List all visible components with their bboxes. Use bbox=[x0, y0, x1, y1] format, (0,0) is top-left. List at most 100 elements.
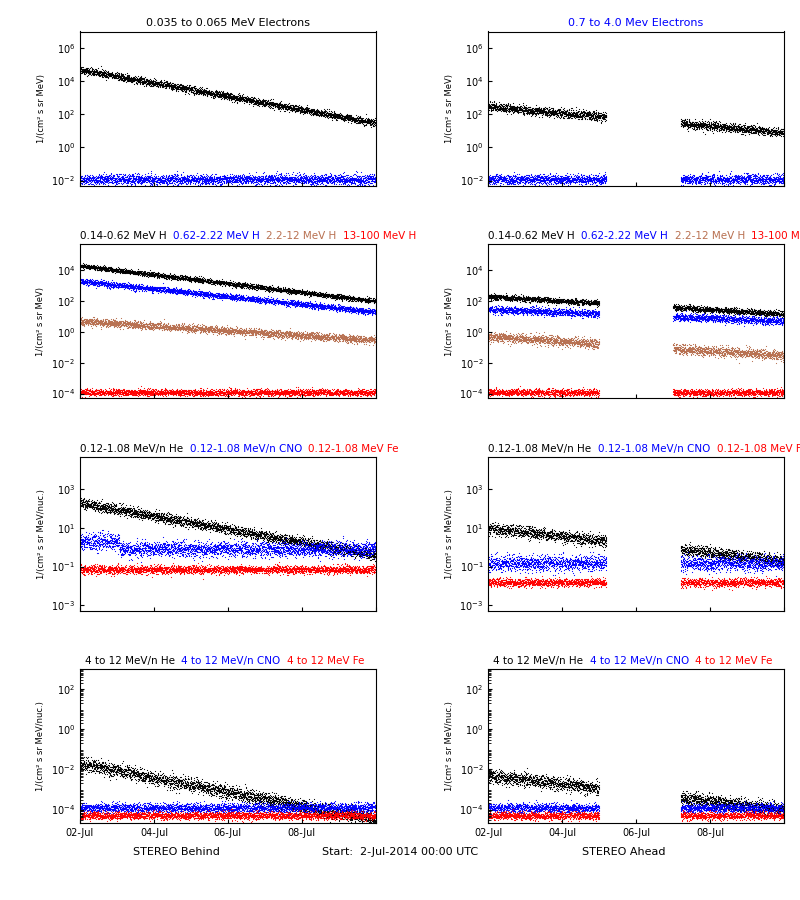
Point bbox=[198, 518, 211, 533]
Point bbox=[361, 535, 374, 549]
Point bbox=[282, 536, 294, 551]
Point bbox=[761, 127, 774, 141]
Point bbox=[730, 303, 742, 318]
Point bbox=[112, 564, 125, 579]
Point bbox=[530, 777, 543, 791]
Point bbox=[109, 276, 122, 291]
Point bbox=[232, 291, 245, 305]
Point bbox=[91, 171, 104, 185]
Point bbox=[214, 168, 226, 183]
Point bbox=[537, 801, 550, 815]
Point bbox=[532, 305, 545, 320]
Point bbox=[713, 171, 726, 185]
Point bbox=[714, 804, 726, 818]
Point bbox=[759, 124, 772, 139]
Point bbox=[488, 572, 501, 587]
Point bbox=[171, 563, 184, 578]
Point bbox=[668, 341, 681, 356]
Point bbox=[526, 304, 538, 319]
Point bbox=[677, 116, 690, 130]
Point bbox=[287, 296, 300, 310]
Point bbox=[146, 267, 159, 282]
Point bbox=[701, 793, 714, 807]
Point bbox=[189, 776, 202, 790]
Point bbox=[110, 558, 123, 572]
Point bbox=[248, 94, 261, 109]
Point bbox=[88, 385, 101, 400]
Point bbox=[349, 385, 362, 400]
Point bbox=[542, 773, 554, 788]
Point bbox=[91, 171, 104, 185]
Point bbox=[722, 801, 734, 815]
Point bbox=[348, 809, 361, 824]
Point bbox=[86, 561, 99, 575]
Point bbox=[149, 266, 162, 281]
Point bbox=[155, 771, 168, 786]
Point bbox=[146, 320, 158, 335]
Point bbox=[360, 335, 373, 349]
Point bbox=[491, 519, 504, 534]
Point bbox=[344, 806, 357, 820]
Point bbox=[572, 529, 585, 544]
Point bbox=[225, 286, 238, 301]
Point bbox=[219, 323, 232, 338]
Point bbox=[87, 67, 100, 81]
Point bbox=[489, 553, 502, 567]
Point bbox=[514, 304, 526, 319]
Point bbox=[180, 774, 193, 788]
Point bbox=[754, 123, 766, 138]
Point bbox=[142, 267, 155, 282]
Point bbox=[578, 332, 590, 347]
Point bbox=[772, 559, 785, 573]
Point bbox=[130, 797, 143, 812]
Point bbox=[590, 809, 603, 824]
Point bbox=[768, 314, 781, 328]
Point bbox=[154, 267, 167, 282]
Point bbox=[498, 168, 510, 183]
Point bbox=[222, 288, 235, 302]
Point bbox=[725, 171, 738, 185]
Point bbox=[557, 176, 570, 190]
Point bbox=[225, 325, 238, 339]
Point bbox=[561, 108, 574, 122]
Point bbox=[176, 173, 189, 187]
Point bbox=[100, 502, 113, 517]
Point bbox=[229, 790, 242, 805]
Point bbox=[690, 559, 702, 573]
Point bbox=[316, 302, 329, 316]
Point bbox=[582, 388, 595, 402]
Point bbox=[496, 553, 509, 567]
Point bbox=[235, 522, 248, 536]
Point bbox=[322, 544, 335, 558]
Point bbox=[527, 292, 540, 306]
Point bbox=[366, 293, 378, 308]
Point bbox=[558, 557, 570, 572]
Point bbox=[273, 549, 286, 563]
Point bbox=[295, 797, 308, 812]
Point bbox=[167, 271, 180, 285]
Point bbox=[113, 805, 126, 819]
Point bbox=[174, 776, 187, 790]
Point bbox=[740, 794, 753, 808]
Point bbox=[754, 551, 766, 565]
Point bbox=[182, 175, 194, 189]
Point bbox=[167, 547, 180, 562]
Point bbox=[522, 384, 535, 399]
Point bbox=[175, 804, 188, 818]
Point bbox=[598, 176, 611, 190]
Point bbox=[228, 788, 241, 802]
Point bbox=[742, 554, 755, 568]
Point bbox=[518, 292, 531, 306]
Point bbox=[270, 804, 283, 818]
Point bbox=[564, 106, 577, 121]
Point bbox=[204, 565, 217, 580]
Point bbox=[206, 802, 219, 816]
Point bbox=[775, 346, 788, 361]
Point bbox=[341, 336, 354, 350]
Point bbox=[312, 172, 325, 186]
Point bbox=[150, 267, 163, 282]
Point bbox=[166, 82, 178, 96]
Point bbox=[228, 278, 241, 293]
Point bbox=[698, 803, 710, 817]
Point bbox=[554, 384, 566, 399]
